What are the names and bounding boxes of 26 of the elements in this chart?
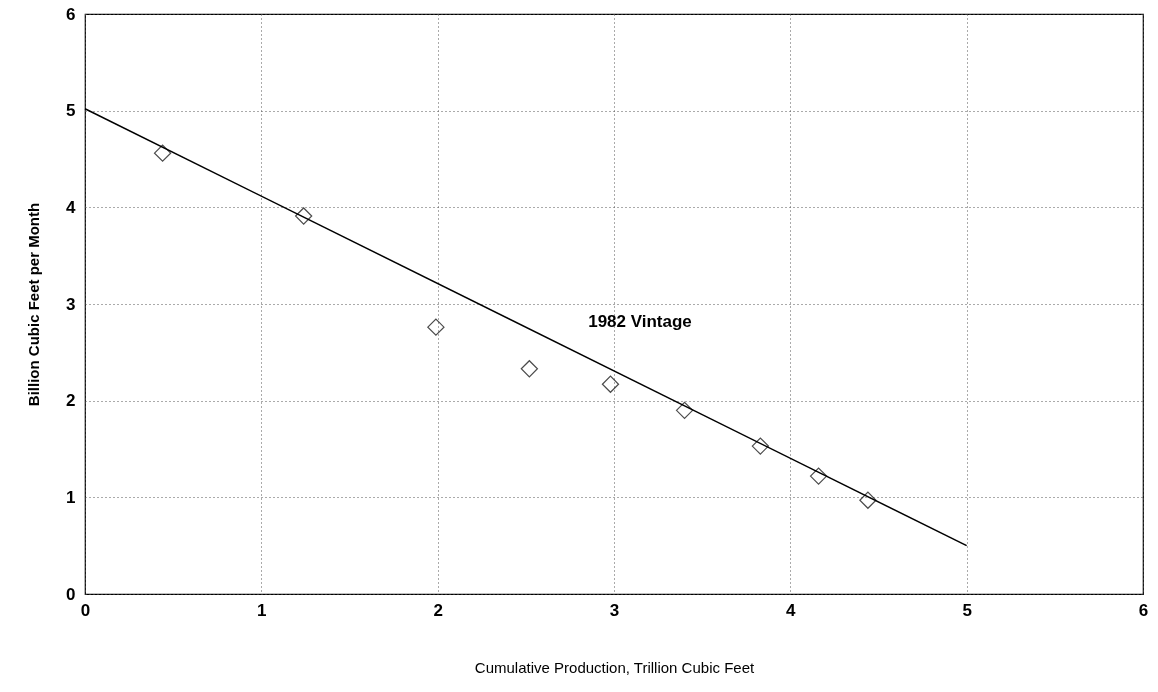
x-tick-label: 1 (257, 600, 267, 620)
x-tick-label: 6 (1138, 600, 1149, 620)
y-tick-label: 4 (66, 197, 77, 217)
point (751, 437, 770, 455)
y-tick-label: 2 (66, 391, 76, 411)
x-tick-label: 5 (962, 600, 972, 620)
point (294, 207, 313, 225)
point (859, 491, 877, 509)
x-tick-label: 4 (786, 600, 797, 620)
point (427, 318, 445, 336)
y-tick-label: 3 (66, 294, 76, 314)
annotation: 1982 Vintage (588, 312, 692, 331)
y-tick-label: 0 (66, 584, 76, 604)
x-tick-label: 2 (433, 600, 443, 620)
y-tick-label: 1 (66, 487, 76, 507)
point (520, 360, 539, 378)
x-tick-label: 3 (609, 600, 620, 620)
point (153, 144, 172, 162)
x-tick-label: 0 (80, 600, 91, 620)
point (675, 401, 694, 419)
y-axis-title: Billion Cubic Feet per Month (25, 202, 43, 407)
y-tick-label: 6 (66, 4, 76, 24)
y-tick-label: 5 (66, 101, 76, 121)
point (601, 375, 620, 393)
point (809, 467, 828, 485)
x-axis-title: Cumulative Production, Trillion Cubic Feet (474, 658, 755, 676)
